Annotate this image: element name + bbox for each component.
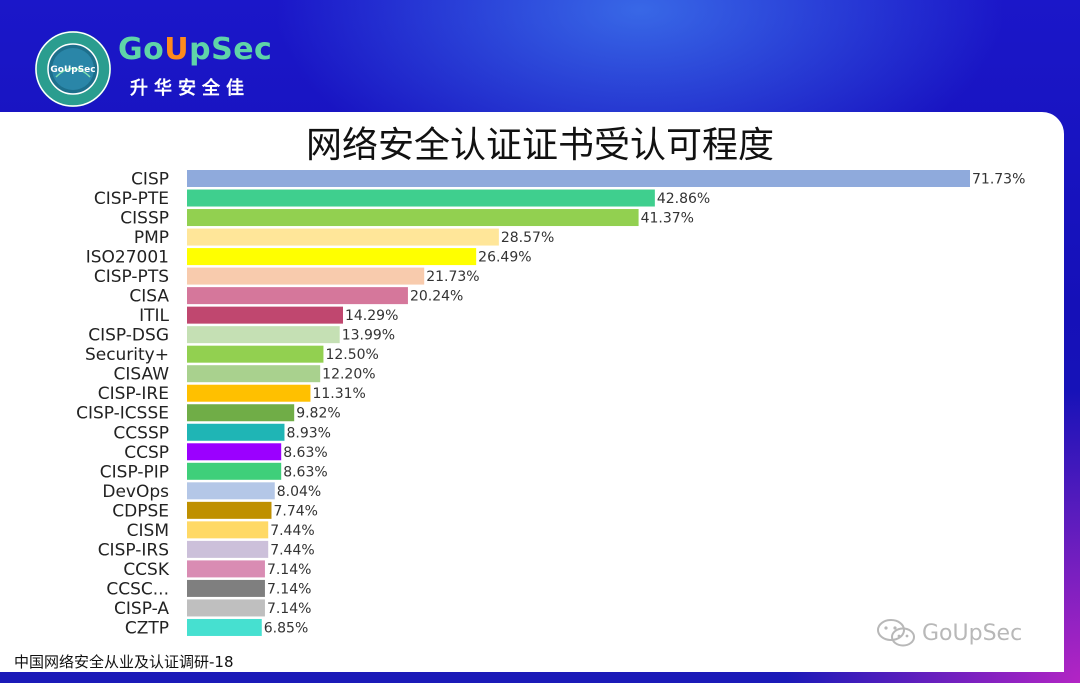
chart-title: 网络安全认证证书受认可程度: [305, 125, 774, 166]
bar-ccsp: [187, 443, 282, 461]
bar-devops: [187, 482, 275, 500]
bar-cism: [187, 521, 269, 539]
category-label: CISAW: [114, 365, 170, 385]
category-label: ISO27001: [86, 248, 169, 268]
wechat-icon: [877, 619, 915, 647]
category-label: CISP-ICSSE: [76, 404, 169, 424]
category-label: CISP: [131, 170, 169, 190]
category-label: CISP-IRS: [98, 540, 169, 560]
bar-itil: [187, 306, 343, 324]
category-label: DevOps: [102, 482, 169, 502]
value-label: 71.73%: [972, 172, 1025, 188]
bar-cisa: [187, 287, 408, 305]
svg-text:GoUpSec: GoUpSec: [50, 65, 95, 75]
bar-iso27001: [187, 248, 477, 266]
brand-subtitle: 升华安全佳: [130, 78, 250, 99]
bar-cisp-pte: [187, 189, 655, 207]
value-label: 8.63%: [283, 464, 327, 480]
brand-name: GoUpSec: [118, 32, 273, 67]
value-label: 21.73%: [426, 269, 479, 285]
value-label: 26.49%: [478, 250, 531, 266]
value-label: 8.04%: [277, 484, 321, 500]
value-label: 28.57%: [501, 230, 554, 246]
value-label: 7.14%: [267, 601, 311, 617]
category-label: CISP-IRE: [98, 384, 169, 404]
watermark-text: GoUpSec: [922, 620, 1023, 646]
value-label: 42.86%: [657, 191, 710, 207]
bar-ccsk: [187, 560, 265, 578]
value-label: 11.31%: [312, 386, 365, 402]
value-label: 7.44%: [270, 542, 314, 558]
bar-cisp-icsse: [187, 404, 295, 422]
header: GoUpSec GoUpSec 升华安全佳: [0, 0, 1080, 120]
category-label: CDPSE: [112, 501, 169, 521]
brand-seal-logo: GoUpSec: [35, 31, 111, 107]
category-label: Security+: [85, 345, 169, 365]
category-label: CCSP: [124, 443, 169, 463]
value-label: 6.85%: [264, 620, 308, 636]
bar-cisaw: [187, 365, 321, 383]
category-label: CZTP: [125, 618, 169, 638]
category-label: ITIL: [139, 306, 169, 326]
watermark: GoUpSec: [876, 615, 1022, 651]
value-label: 7.44%: [270, 523, 314, 539]
bar-cztp: [187, 618, 262, 636]
value-label: 14.29%: [345, 308, 398, 324]
category-label: CISP-PTE: [94, 189, 169, 209]
bar-cisp-irs: [187, 540, 269, 558]
value-label: 7.74%: [273, 503, 317, 519]
bar-pmp: [187, 228, 499, 246]
value-label: 12.20%: [322, 367, 375, 383]
category-label: CISSP: [120, 209, 169, 229]
category-label: CCSSP: [113, 423, 169, 443]
value-label: 8.63%: [283, 445, 327, 461]
value-label: 20.24%: [410, 289, 463, 305]
value-label: 41.37%: [641, 211, 694, 227]
value-label: 12.50%: [325, 347, 378, 363]
category-label: CCSK: [123, 560, 170, 580]
bar-cisp: [187, 170, 970, 187]
bar-cissp: [187, 209, 639, 227]
category-label: CISA: [129, 287, 169, 307]
bar-ccsc-: [187, 579, 265, 597]
bar-cisp-pts: [187, 267, 425, 285]
category-label: CISP-DSG: [88, 326, 169, 346]
category-label: CISM: [127, 521, 169, 541]
category-label: CCSC...: [106, 579, 169, 599]
footer-note: 中国网络安全从业及认证调研-18: [14, 653, 234, 671]
bar-cdpse: [187, 501, 272, 519]
value-label: 7.14%: [267, 581, 311, 597]
category-label: PMP: [134, 228, 169, 248]
category-label: CISP-A: [114, 599, 169, 619]
value-label: 7.14%: [267, 562, 311, 578]
bar-cisp-a: [187, 599, 265, 617]
bar-ccssp: [187, 423, 285, 441]
bar-security-: [187, 345, 324, 363]
category-label: CISP-PIP: [100, 462, 169, 482]
bar-cisp-dsg: [187, 326, 340, 344]
value-label: 13.99%: [342, 328, 395, 344]
bar-cisp-ire: [187, 384, 311, 402]
value-label: 8.93%: [286, 425, 330, 441]
bar-cisp-pip: [187, 462, 282, 480]
category-label: CISP-PTS: [94, 267, 169, 287]
value-label: 9.82%: [296, 406, 340, 422]
